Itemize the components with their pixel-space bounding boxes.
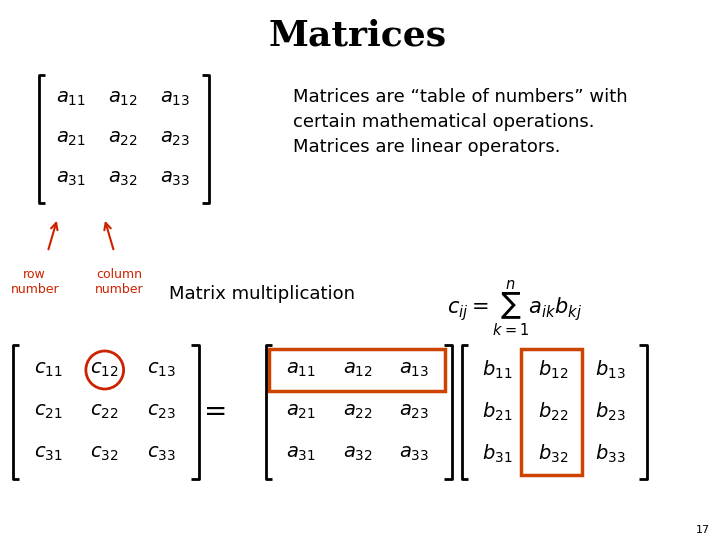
Text: $b_{33}$: $b_{33}$ [595, 443, 626, 465]
Text: $a_{12}$: $a_{12}$ [343, 361, 373, 379]
Text: $a_{31}$: $a_{31}$ [287, 445, 316, 463]
Text: $c_{12}$: $c_{12}$ [91, 361, 119, 379]
Text: $c_{23}$: $c_{23}$ [147, 403, 176, 421]
Text: $b_{21}$: $b_{21}$ [482, 401, 512, 423]
Text: row
number: row number [10, 268, 59, 296]
Text: Matrices are linear operators.: Matrices are linear operators. [293, 138, 560, 156]
Text: $b_{11}$: $b_{11}$ [482, 359, 512, 381]
Text: $c_{32}$: $c_{32}$ [91, 445, 119, 463]
Text: $a_{12}$: $a_{12}$ [108, 90, 138, 108]
Bar [521, 349, 582, 475]
Text: 17: 17 [696, 525, 710, 535]
Text: $a_{32}$: $a_{32}$ [343, 445, 373, 463]
Text: $a_{22}$: $a_{22}$ [108, 130, 138, 148]
Text: column
number: column number [95, 268, 143, 296]
Text: $a_{32}$: $a_{32}$ [108, 170, 138, 188]
Text: Matrices: Matrices [269, 18, 446, 52]
Text: $a_{23}$: $a_{23}$ [160, 130, 190, 148]
Text: $c_{11}$: $c_{11}$ [34, 361, 63, 379]
Text: =: = [204, 398, 227, 426]
Text: $a_{11}$: $a_{11}$ [56, 90, 86, 108]
Text: $a_{31}$: $a_{31}$ [56, 170, 86, 188]
Text: $c_{33}$: $c_{33}$ [147, 445, 176, 463]
Text: $b_{13}$: $b_{13}$ [595, 359, 626, 381]
Text: $a_{23}$: $a_{23}$ [400, 403, 430, 421]
Text: $a_{33}$: $a_{33}$ [160, 170, 190, 188]
Text: certain mathematical operations.: certain mathematical operations. [293, 113, 594, 131]
Text: $a_{33}$: $a_{33}$ [400, 445, 430, 463]
Text: Matrix multiplication: Matrix multiplication [168, 285, 355, 303]
Text: $c_{13}$: $c_{13}$ [147, 361, 176, 379]
Text: $b_{31}$: $b_{31}$ [482, 443, 512, 465]
Text: $a_{22}$: $a_{22}$ [343, 403, 373, 421]
Text: $a_{21}$: $a_{21}$ [56, 130, 86, 148]
Text: $b_{12}$: $b_{12}$ [539, 359, 569, 381]
Text: $b_{22}$: $b_{22}$ [539, 401, 569, 423]
Text: $c_{ij} = \sum_{k=1}^{n} a_{ik} b_{kj}$: $c_{ij} = \sum_{k=1}^{n} a_{ik} b_{kj}$ [446, 278, 582, 338]
Text: $a_{13}$: $a_{13}$ [400, 361, 430, 379]
Text: $b_{23}$: $b_{23}$ [595, 401, 626, 423]
Text: $c_{22}$: $c_{22}$ [91, 403, 119, 421]
Text: $a_{11}$: $a_{11}$ [287, 361, 316, 379]
Text: $c_{31}$: $c_{31}$ [34, 445, 63, 463]
Bar [269, 349, 445, 391]
Text: $c_{21}$: $c_{21}$ [34, 403, 63, 421]
Text: $b_{32}$: $b_{32}$ [539, 443, 569, 465]
Text: Matrices are “table of numbers” with: Matrices are “table of numbers” with [293, 88, 627, 106]
Text: $a_{13}$: $a_{13}$ [160, 90, 190, 108]
Text: $a_{21}$: $a_{21}$ [287, 403, 316, 421]
